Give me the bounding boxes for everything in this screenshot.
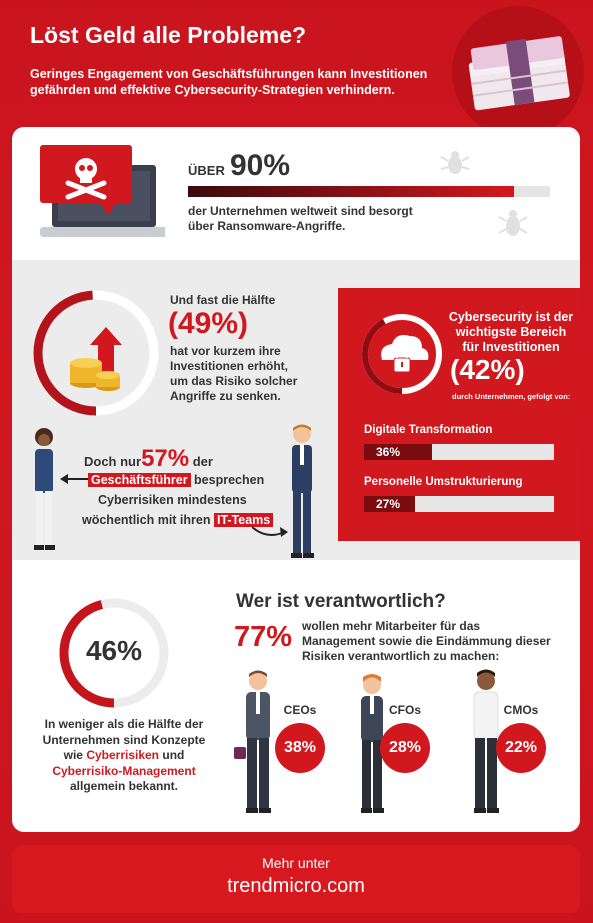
laptop-alert-illustration xyxy=(40,145,168,246)
invest-value: (49%) xyxy=(168,307,249,340)
bug-icon xyxy=(440,149,470,182)
concepts-line2: Unternehmen sind Konzepte xyxy=(42,732,206,747)
responsibility-line3: Risiken verantwortlich zu machen: xyxy=(302,649,500,663)
concepts-ring xyxy=(58,597,170,714)
role-label-cmo: CMOs xyxy=(503,703,539,717)
role-value-cmo: 22% xyxy=(496,723,546,773)
concepts-line3: wie Cyberrisiken und xyxy=(12,748,236,764)
page-subtitle: Geringes Engagement von Geschäftsführung… xyxy=(30,67,428,97)
ransomware-bar-fill xyxy=(188,186,514,197)
panel-item-value-restructuring: 27% xyxy=(376,497,401,511)
concepts-line3-post: und xyxy=(162,748,185,762)
weekly-line4-pre: wöchentlich mit ihren xyxy=(82,513,211,527)
responsibility-line1: wollen mehr Mitarbeiter für das xyxy=(302,619,481,633)
ransomware-prefix: ÜBER xyxy=(188,163,225,178)
panel-value: (42%) xyxy=(450,354,525,385)
weekly-pre: Doch nur xyxy=(84,454,142,469)
cloud-lock-ring xyxy=(360,312,444,401)
panel-bar-digital-fill xyxy=(364,444,433,460)
weekly-line2-rest: besprechen xyxy=(194,473,265,487)
concepts-line4: Cyberrisiko-Management xyxy=(52,763,196,778)
panel-title-line1: Cybersecurity ist der xyxy=(448,310,574,324)
weekly-value: 57% xyxy=(141,445,190,472)
panel-bar-digital: 36% xyxy=(364,444,554,460)
invest-line5: Angriffe zu senken. xyxy=(170,389,281,403)
businesswoman-illustration xyxy=(26,427,62,562)
panel-title: Cybersecurity ist der wichtigste Bereich… xyxy=(446,310,576,355)
invest-line4: um das Risiko solcher xyxy=(170,374,298,388)
footer-cta[interactable]: Mehr unter trendmicro.com xyxy=(12,845,580,913)
concepts-line3-red: Cyberrisiken xyxy=(86,748,160,762)
invest-line1: Und fast die Hälfte xyxy=(170,293,276,307)
panel-bar-restructuring: 27% xyxy=(364,496,554,512)
panel-item-value-digital: 36% xyxy=(376,445,401,459)
weekly-line4: wöchentlich mit ihren IT-Teams xyxy=(82,513,274,527)
panel-title-line2: wichtigste Bereich xyxy=(455,325,567,339)
investment-ring xyxy=(30,287,162,424)
weekly-line1: Doch nur57% der xyxy=(84,445,213,473)
bug-icon xyxy=(498,207,528,246)
ceo-illustration xyxy=(234,667,282,822)
concepts-line1: In weniger als die Hälfte der xyxy=(44,717,204,731)
concepts-text: In weniger als die Hälfte der Unternehme… xyxy=(12,717,236,795)
invest-line2: hat vor kurzem ihre xyxy=(170,344,281,358)
role-label-ceo: CEOs xyxy=(283,703,317,717)
money-illustration xyxy=(452,6,584,138)
cfo-illustration xyxy=(352,673,392,824)
panel-item-label-restructuring: Personelle Umstrukturierung xyxy=(364,476,523,488)
role-value-ceo: 38% xyxy=(275,723,325,773)
responsibility-text: wollen mehr Mitarbeiter für das Manageme… xyxy=(302,619,551,664)
arrow-right-icon xyxy=(251,525,288,544)
panel-title-line3: für Investitionen xyxy=(462,340,560,354)
page-title: Löst Geld alle Probleme? xyxy=(30,22,307,48)
weekly-post: der xyxy=(192,454,213,469)
concepts-line3-pre: wie xyxy=(63,748,83,762)
responsibility-title: Wer ist verantwortlich? xyxy=(236,591,446,612)
arrow-left-icon xyxy=(60,472,90,490)
responsibility-line2: Management sowie die Eindämmung dieser xyxy=(302,634,551,648)
ransomware-value: 90% xyxy=(230,149,291,182)
highlight-it-teams: IT-Teams xyxy=(213,513,274,527)
ransomware-text-line2: über Ransomware-Angriffe. xyxy=(188,219,346,233)
weekly-line3: Cyberrisiken mindestens xyxy=(98,493,247,507)
role-value-cfo: 28% xyxy=(380,723,430,773)
businessman-illustration xyxy=(282,423,322,568)
responsibility-value: 77% xyxy=(234,621,293,653)
ransomware-bar xyxy=(188,186,550,197)
weekly-line2: Geschäftsführer besprechen xyxy=(88,473,264,487)
cmo-illustration xyxy=(464,667,508,822)
role-label-cfo: CFOs xyxy=(388,703,421,717)
footer-line1: Mehr unter xyxy=(262,855,330,871)
invest-line3: Investitionen erhöht, xyxy=(170,359,289,373)
concepts-value: 46% xyxy=(85,635,143,666)
panel-item-label-digital: Digitale Transformation xyxy=(364,424,493,436)
concepts-line5: allgemein bekannt. xyxy=(69,779,179,793)
panel-bar-restructuring-fill xyxy=(364,496,416,512)
footer-link[interactable]: trendmicro.com xyxy=(227,875,365,897)
investment-priority-panel: Cybersecurity ist der wichtigste Bereich… xyxy=(338,288,580,541)
highlight-executives: Geschäftsführer xyxy=(88,473,191,487)
panel-note: durch Unternehmen, gefolgt von: xyxy=(452,392,571,401)
ransomware-text-line1: der Unternehmen weltweit sind besorgt xyxy=(188,204,413,218)
